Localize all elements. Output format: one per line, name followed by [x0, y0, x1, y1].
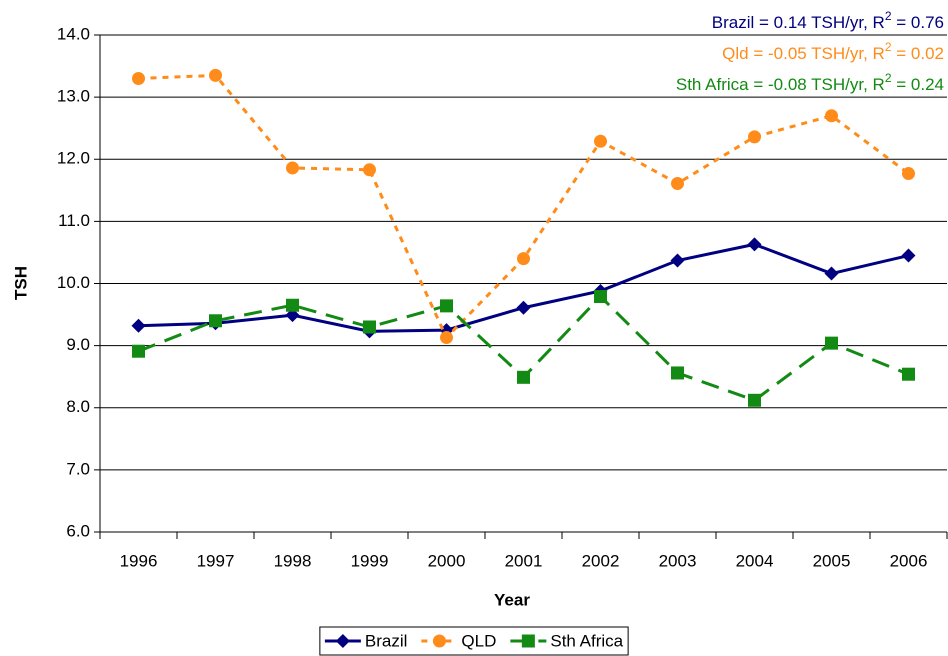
annotation-sup: 2: [885, 9, 892, 23]
marker: [671, 176, 684, 190]
marker: [132, 71, 145, 85]
marker: [286, 298, 299, 312]
annotation-sup: 2: [885, 71, 892, 85]
series-line: [138, 73, 910, 341]
x-tick-label: 2002: [582, 551, 620, 570]
marker: [131, 318, 146, 333]
x-tick-label: 1999: [351, 551, 389, 570]
legend-box: [319, 626, 629, 656]
marker: [747, 237, 762, 252]
x-tick-label: 2003: [659, 551, 697, 570]
marker: [670, 253, 685, 268]
legend: Brazil QLD Sth Africa: [319, 626, 629, 656]
y-axis-title: TSH: [11, 266, 30, 300]
x-tick-label: 1997: [197, 551, 235, 570]
y-tick-label: 13.0: [57, 87, 90, 106]
y-tick-label: 14.0: [57, 24, 90, 43]
x-tick-label: 2004: [736, 551, 774, 570]
marker: [671, 366, 684, 380]
legend-label: Brazil: [365, 631, 408, 650]
marker: [517, 252, 530, 266]
y-tick-label: 9.0: [66, 335, 90, 354]
marker: [517, 370, 530, 384]
marker: [824, 266, 839, 281]
x-tick-label: 2001: [505, 551, 543, 570]
marker: [363, 163, 376, 177]
annotation: Qld = -0.05 TSH/yr, R2 = 0.02: [722, 40, 944, 63]
marker: [440, 331, 453, 345]
x-axis-title: Year: [494, 590, 530, 609]
marker: [748, 130, 761, 144]
marker: [209, 314, 222, 328]
marker: [440, 299, 453, 313]
marker: [594, 134, 607, 148]
marker: [825, 109, 838, 123]
annotation: Sth Africa = -0.08 TSH/yr, R2 = 0.24: [676, 71, 944, 94]
marker: [335, 634, 350, 648]
x-tick-label: 2005: [813, 551, 851, 570]
x-tick-label: 2000: [428, 551, 466, 570]
y-tick-label: 8.0: [66, 397, 90, 416]
annotation-text: Brazil = 0.14 TSH/yr, R: [712, 13, 885, 32]
marker: [209, 68, 222, 82]
marker: [363, 320, 376, 334]
marker: [594, 290, 607, 304]
x-tick-label: 1996: [120, 551, 158, 570]
marker: [825, 336, 838, 350]
marker: [286, 161, 299, 175]
x-tick-label: 1998: [274, 551, 312, 570]
marker: [132, 344, 145, 358]
annotation-tail: = 0.02: [892, 44, 944, 63]
annotation-text: Qld = -0.05 TSH/yr, R: [722, 44, 885, 63]
annotation: Brazil = 0.14 TSH/yr, R2 = 0.76: [712, 9, 944, 32]
legend-label: Sth Africa: [550, 631, 623, 650]
legend-label: QLD: [461, 631, 496, 650]
annotation-text: Sth Africa = -0.08 TSH/yr, R: [676, 75, 885, 94]
annotation-tail: = 0.76: [892, 13, 944, 32]
y-tick-label: 12.0: [57, 149, 90, 168]
marker: [902, 367, 915, 381]
x-tick-label: 2006: [890, 551, 928, 570]
marker: [748, 393, 761, 407]
marker: [516, 300, 531, 315]
marker: [902, 167, 915, 181]
marker: [901, 248, 916, 263]
y-tick-label: 6.0: [66, 521, 90, 540]
annotation-sup: 2: [885, 40, 892, 54]
y-tick-label: 11.0: [58, 211, 90, 230]
marker: [432, 634, 446, 648]
marker: [521, 634, 535, 648]
y-tick-label: 10.0: [57, 273, 90, 292]
annotation-tail: = 0.24: [892, 75, 944, 94]
y-tick-label: 7.0: [66, 459, 90, 478]
